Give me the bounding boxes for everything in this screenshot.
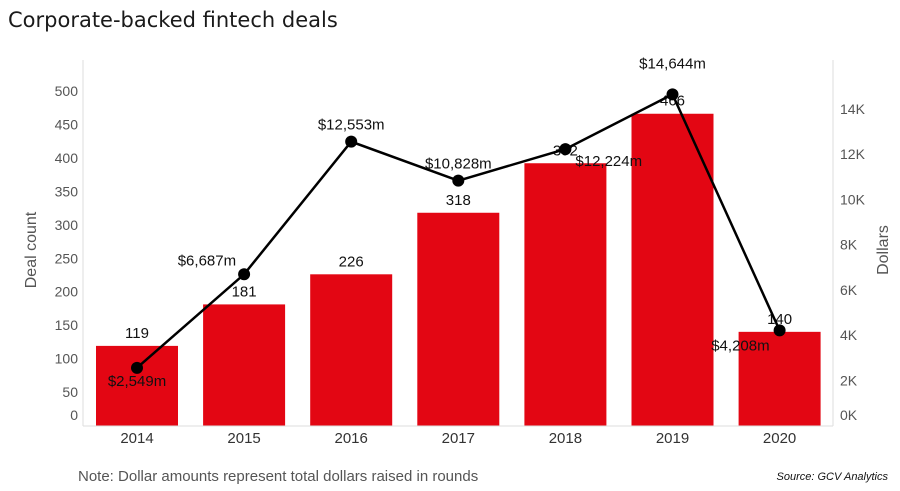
bar-2017 bbox=[417, 212, 500, 426]
left-tick-label: 250 bbox=[55, 250, 79, 266]
bar-2014 bbox=[96, 345, 178, 426]
dollar-value-label: $12,553m bbox=[318, 117, 385, 134]
dollar-value-label: $2,549m bbox=[108, 373, 166, 390]
x-axis-labels: 2014 2015 2016 2017 2018 2019 2020 bbox=[120, 430, 796, 447]
dollar-value-label: $12,224m bbox=[575, 153, 642, 170]
left-tick-label: 50 bbox=[62, 384, 78, 400]
bar-value-label: 181 bbox=[232, 283, 257, 300]
x-tick-label: 2016 bbox=[335, 430, 368, 447]
x-tick-label: 2014 bbox=[120, 430, 153, 447]
dollar-point-2016 bbox=[345, 135, 358, 148]
left-tick-label: 350 bbox=[55, 183, 79, 199]
x-tick-label: 2015 bbox=[227, 430, 260, 447]
bar-value-label: 119 bbox=[125, 325, 149, 342]
left-tick-label: 300 bbox=[55, 217, 79, 233]
x-tick-label: 2019 bbox=[656, 430, 689, 447]
left-tick-label: 450 bbox=[55, 116, 79, 132]
right-tick-label: 10K bbox=[840, 191, 866, 207]
x-tick-label: 2017 bbox=[442, 430, 475, 447]
dollar-point-2015 bbox=[238, 268, 251, 281]
dollar-value-label: $6,687m bbox=[178, 252, 236, 269]
left-tick-label: 500 bbox=[55, 83, 79, 99]
bar-value-label: 318 bbox=[446, 192, 471, 209]
left-tick-label: 200 bbox=[55, 284, 79, 300]
dollar-point-2020 bbox=[773, 324, 786, 337]
dollar-value-label: $4,208m bbox=[711, 337, 769, 354]
dollar-value-label: $10,828m bbox=[425, 156, 492, 173]
right-axis-ticks: 0K 2K 4K 6K 8K 10K 12K 14K bbox=[840, 101, 866, 423]
chart-title: Corporate-backed fintech deals bbox=[8, 8, 338, 32]
x-tick-label: 2020 bbox=[763, 430, 796, 447]
right-tick-label: 8K bbox=[840, 237, 858, 253]
right-tick-label: 4K bbox=[840, 327, 858, 343]
right-tick-label: 6K bbox=[840, 282, 858, 298]
dollar-point-2017 bbox=[452, 174, 465, 187]
bar-value-label: 226 bbox=[339, 253, 364, 270]
dollar-point-2018 bbox=[559, 143, 572, 156]
bar-2016 bbox=[310, 274, 393, 426]
dollar-point-2014 bbox=[131, 361, 143, 374]
bar-2019 bbox=[631, 113, 714, 426]
x-tick-label: 2018 bbox=[549, 430, 582, 447]
bar-2018 bbox=[524, 163, 607, 426]
left-axis-ticks: 0 50 100 150 200 250 300 350 400 450 500 bbox=[55, 83, 79, 423]
bar-2020 bbox=[738, 331, 821, 426]
bars: 119181226318392466140 bbox=[96, 93, 821, 426]
chart-note: Note: Dollar amounts represent total dol… bbox=[78, 468, 478, 485]
dollar-line: $2,549m $6,687m $12,553m $10,828m $12,224m $1… bbox=[108, 55, 786, 390]
left-tick-label: 100 bbox=[55, 351, 79, 367]
y2-axis-label: Dollars bbox=[875, 225, 892, 275]
left-tick-label: 0 bbox=[70, 407, 78, 423]
right-tick-label: 2K bbox=[840, 372, 858, 388]
dollar-point-2019 bbox=[666, 88, 679, 101]
right-tick-label: 14K bbox=[840, 101, 866, 117]
right-tick-label: 0K bbox=[840, 407, 858, 423]
bar-2015 bbox=[203, 304, 286, 426]
dollar-value-label: $14,644m bbox=[639, 55, 706, 72]
right-tick-label: 12K bbox=[840, 146, 866, 162]
left-tick-label: 150 bbox=[55, 317, 79, 333]
chart-source: Source: GCV Analytics bbox=[777, 471, 889, 483]
left-tick-label: 400 bbox=[55, 150, 79, 166]
y-axis-label: Deal count bbox=[23, 211, 40, 288]
